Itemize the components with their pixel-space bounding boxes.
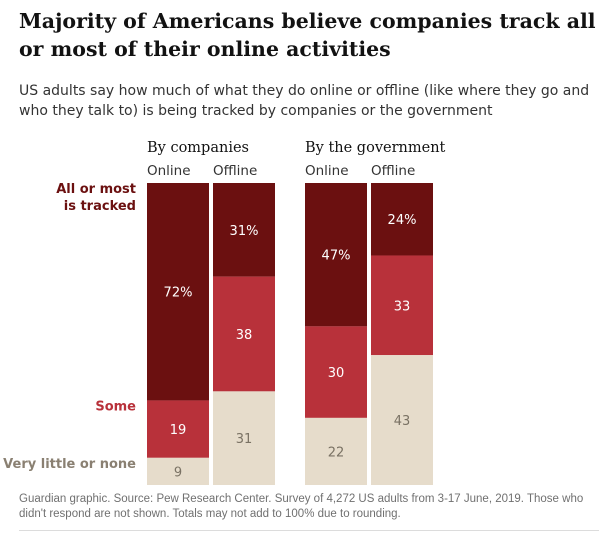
bar-segment-all-or-most <box>371 183 433 256</box>
bar-segment-very-little <box>371 355 433 485</box>
group-title: By companies <box>147 140 249 156</box>
data-label: 22 <box>328 445 345 460</box>
bar-segment-all-or-most <box>213 183 275 277</box>
group-title: By the government <box>305 140 446 156</box>
source-note: Guardian graphic. Source: Pew Research C… <box>19 493 584 520</box>
bar-segment-all-or-most <box>305 183 367 327</box>
chart-subtitle: US adults say how much of what they do o… <box>19 83 590 119</box>
bar-label: Online <box>147 163 191 179</box>
category-label: is tracked <box>64 199 136 214</box>
stacked-bar-chart: By companies Online 72% 19 9 Offline 31% 38 31 By… <box>3 140 446 485</box>
data-label: 47% <box>322 249 351 264</box>
bottom-divider <box>19 530 599 531</box>
data-label: 9 <box>174 465 182 480</box>
bar-segment-some <box>371 255 433 356</box>
category-label: All or most <box>56 182 136 197</box>
data-label: 30 <box>328 366 345 381</box>
bar-segment-some <box>305 326 367 418</box>
data-label: 43 <box>394 414 411 429</box>
bar-segment-very-little <box>213 391 275 485</box>
bar-label: Offline <box>213 163 257 179</box>
data-label: 33 <box>394 299 411 314</box>
category-label: Some <box>95 399 136 414</box>
data-label: 38 <box>236 328 253 343</box>
chart-title: Majority of Americans believe companies … <box>19 9 596 61</box>
bar-label: Online <box>305 163 349 179</box>
data-label: 72% <box>164 286 193 301</box>
data-label: 31 <box>236 432 253 447</box>
data-label: 24% <box>388 213 417 228</box>
bar-segment-very-little <box>305 417 367 485</box>
bar-segment-some <box>147 400 209 458</box>
bar-segment-all-or-most <box>147 183 209 401</box>
bar-label: Offline <box>371 163 415 179</box>
bar-segment-very-little <box>147 457 209 485</box>
bar-segment-some <box>213 276 275 392</box>
data-label: 19 <box>170 423 187 438</box>
category-label: Very little or none <box>3 457 136 472</box>
data-label: 31% <box>230 224 259 239</box>
